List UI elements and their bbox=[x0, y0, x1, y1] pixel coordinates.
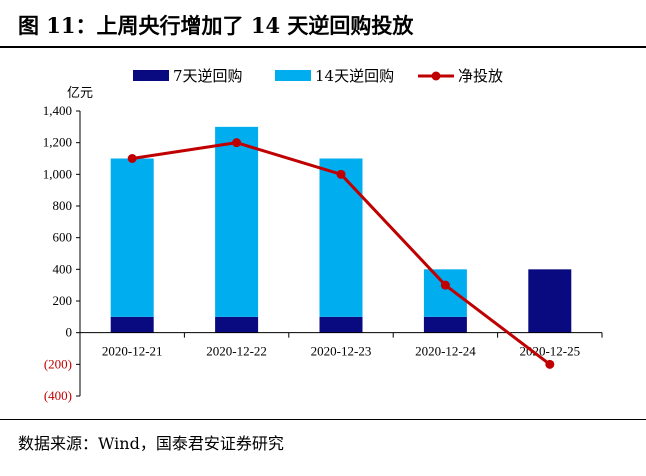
x-tick-label: 2020-12-25 bbox=[519, 344, 580, 359]
x-tick-label: 2020-12-23 bbox=[311, 344, 372, 359]
x-axis: 2020-12-21 2020-12-22 2020-12-23 2020-12-24… bbox=[79, 332, 603, 359]
line-series bbox=[127, 138, 555, 369]
bar bbox=[319, 158, 363, 317]
bar-series bbox=[110, 126, 572, 333]
net-injection-point bbox=[232, 138, 242, 148]
bar bbox=[215, 316, 259, 333]
y-tick-label: 0 bbox=[66, 325, 73, 340]
legend-label: 7天逆回购 bbox=[173, 67, 243, 85]
x-tick-label: 2020-12-22 bbox=[206, 344, 267, 359]
bar bbox=[319, 316, 363, 333]
footer-divider bbox=[0, 419, 646, 420]
chart-legend: 7天逆回购 14天逆回购 净投放 bbox=[133, 67, 503, 85]
y-tick-label: 600 bbox=[53, 230, 73, 245]
x-tick-label: 2020-12-21 bbox=[102, 344, 163, 359]
y-axis: (400) (200) 0 200 400 600 800 1,000 1,200 1,400 bbox=[43, 103, 81, 403]
x-tick-label: 2020-12-24 bbox=[415, 344, 476, 359]
bar bbox=[110, 158, 154, 317]
legend-label: 14天逆回购 bbox=[315, 67, 394, 85]
y-tick-label: (200) bbox=[44, 356, 72, 371]
net-injection-point bbox=[545, 359, 555, 369]
legend-swatch-marker bbox=[431, 71, 441, 81]
y-tick-label: 1,200 bbox=[43, 135, 72, 150]
y-tick-label: 200 bbox=[53, 293, 73, 308]
legend-swatch bbox=[133, 70, 169, 81]
y-axis-unit-label: 亿元 bbox=[67, 86, 93, 101]
bar bbox=[215, 126, 259, 317]
net-injection-point bbox=[336, 169, 346, 179]
y-tick-label: (400) bbox=[44, 388, 72, 403]
y-tick-label: 1,000 bbox=[43, 166, 72, 181]
net-injection-point bbox=[127, 154, 137, 163]
net-injection-point bbox=[440, 280, 450, 290]
bar bbox=[423, 316, 467, 333]
y-tick-label: 1,400 bbox=[43, 103, 72, 118]
figure-title: 图 11：上周央行增加了 14 天逆回购投放 bbox=[18, 13, 414, 38]
bar bbox=[110, 316, 154, 333]
chart: 7天逆回购 14天逆回购 净投放 亿元 (400) (200) 0 200 400 600 80… bbox=[43, 67, 603, 403]
y-tick-label: 400 bbox=[53, 261, 73, 276]
bar bbox=[423, 269, 467, 317]
title-divider bbox=[0, 46, 646, 48]
y-tick-label: 800 bbox=[53, 198, 73, 213]
legend-swatch bbox=[275, 70, 311, 81]
data-source: 数据来源：Wind，国泰君安证券研究 bbox=[18, 434, 284, 453]
legend-label: 净投放 bbox=[458, 67, 503, 85]
bar bbox=[528, 269, 572, 333]
